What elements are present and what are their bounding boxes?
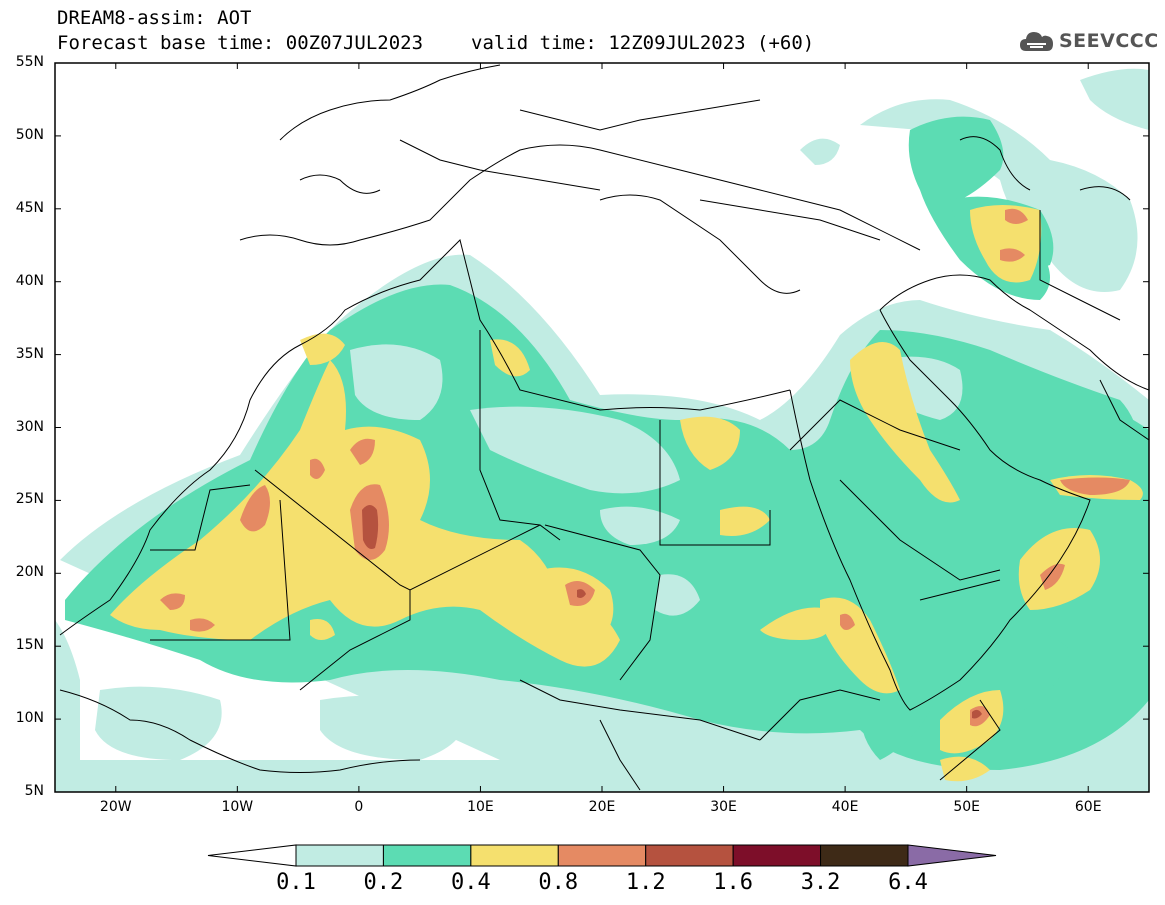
logo-text: SEEVCCC bbox=[1059, 30, 1159, 52]
lat-label: 10N bbox=[15, 710, 44, 727]
lon-label: 0 bbox=[354, 799, 364, 815]
lat-label: 25N bbox=[15, 491, 44, 508]
map-title: DREAM8-assim: AOT bbox=[57, 7, 252, 29]
lat-label: 5N bbox=[24, 783, 44, 799]
seevccc-logo: SEEVCCC bbox=[1018, 26, 1159, 56]
colorbar-label: 1.6 bbox=[713, 870, 754, 895]
colorbar-swatch bbox=[645, 844, 734, 867]
lon-label: 60E bbox=[1074, 799, 1102, 815]
lat-label: 55N bbox=[15, 54, 44, 70]
lon-label: 30E bbox=[710, 799, 737, 815]
coastlines bbox=[59, 64, 1149, 791]
colorbar-swatch bbox=[382, 844, 472, 867]
colorbar-swatch bbox=[732, 844, 822, 867]
lat-label: 20N bbox=[15, 564, 44, 581]
aot-level-1.2 bbox=[362, 505, 982, 719]
colorbar-swatch bbox=[295, 844, 384, 867]
colorbar-label: 3.2 bbox=[800, 870, 841, 895]
base-time: Forecast base time: 00Z07JUL2023 bbox=[57, 32, 424, 54]
lat-label: 15N bbox=[15, 637, 44, 654]
lon-label: 10W bbox=[221, 799, 254, 815]
map-frame bbox=[54, 62, 1150, 793]
lon-label: 20E bbox=[588, 799, 616, 815]
colorbar-label: 0.8 bbox=[538, 870, 579, 895]
lon-label: 40E bbox=[831, 799, 859, 815]
valid-time: valid time: 12Z09JUL2023 (+60) bbox=[471, 32, 815, 54]
lat-label: 40N bbox=[15, 272, 44, 289]
colorbar-label: 1.2 bbox=[625, 870, 666, 895]
colorbar-under-triangle bbox=[207, 844, 297, 867]
colorbar-swatch bbox=[820, 844, 909, 867]
cloud-icon bbox=[1020, 32, 1053, 51]
lat-label: 35N bbox=[15, 345, 44, 362]
lat-label: 30N bbox=[15, 418, 44, 435]
lon-label: 10E bbox=[467, 799, 494, 815]
time-info: Forecast base time: 00Z07JUL2023 valid ti… bbox=[57, 33, 814, 53]
lon-label: 50E bbox=[953, 799, 980, 815]
lon-label: 20W bbox=[99, 799, 132, 815]
colorbar-swatch bbox=[470, 844, 559, 867]
colorbar-over-triangle bbox=[907, 844, 997, 867]
lat-label: 45N bbox=[15, 199, 44, 216]
colorbar-label: 0.2 bbox=[363, 870, 404, 895]
colorbar-label: 0.4 bbox=[450, 870, 491, 895]
aot-field bbox=[55, 68, 1149, 792]
colorbar-swatch bbox=[557, 844, 647, 867]
lat-label: 50N bbox=[15, 126, 44, 143]
colorbar-label: 0.1 bbox=[276, 870, 316, 895]
colorbar-label: 6.4 bbox=[888, 870, 928, 895]
